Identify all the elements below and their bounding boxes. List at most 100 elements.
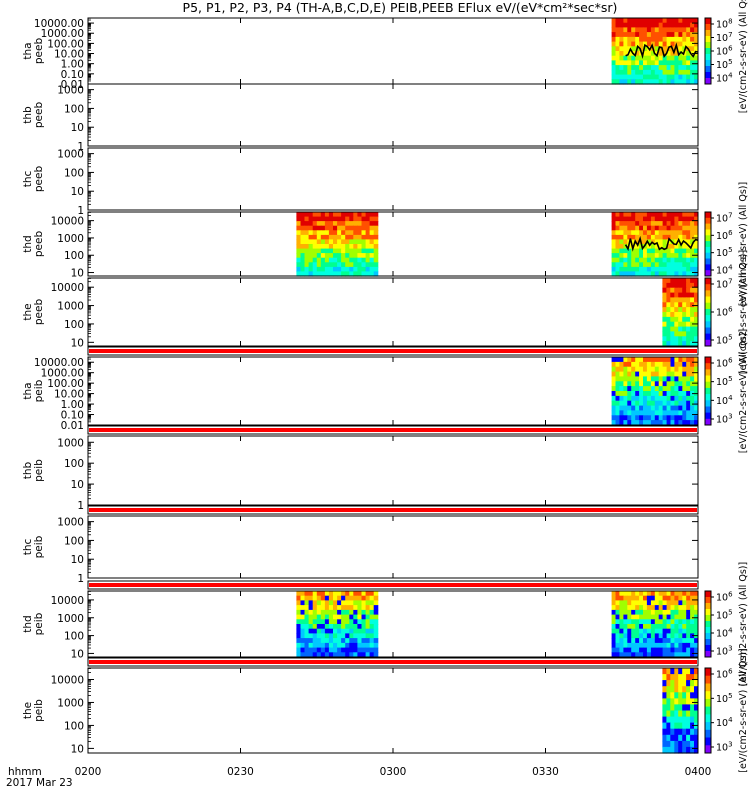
spectrogram-cell xyxy=(611,415,616,421)
spectrogram-cell xyxy=(690,287,695,294)
spectrogram-cell xyxy=(662,400,667,407)
spectrogram-cell xyxy=(690,647,695,653)
spectrogram-cell xyxy=(304,248,310,254)
spectrogram-cell xyxy=(666,74,671,80)
spectrogram-cell xyxy=(694,609,699,616)
spectrogram-cell xyxy=(686,410,691,416)
spectrogram-cell xyxy=(654,633,660,639)
spectrogram-cell xyxy=(658,638,664,644)
ytick-label: 1 xyxy=(77,573,84,585)
spectrogram-cell xyxy=(682,262,687,268)
spectrogram-cell xyxy=(635,221,640,227)
spectrogram-cell xyxy=(662,336,667,342)
spectrogram-cell xyxy=(694,376,699,382)
spectrogram-cell xyxy=(615,386,620,392)
spectrogram-cell xyxy=(678,628,683,634)
spectrogram-cell xyxy=(670,642,675,649)
spectrogram-cell xyxy=(357,652,362,658)
spectrogram-cell xyxy=(623,420,628,426)
spectrogram-cell xyxy=(627,591,632,597)
spectrogram-cell xyxy=(324,628,330,634)
spectrogram-cell xyxy=(682,51,687,57)
spectrogram-cell xyxy=(686,614,691,620)
colorbar-band xyxy=(705,714,711,723)
spectrogram-cell xyxy=(320,591,326,597)
spectrogram-cell xyxy=(357,605,362,611)
spectrogram-cell xyxy=(365,628,371,634)
panel-probe-label: thb xyxy=(22,106,34,124)
spectrogram-cell xyxy=(296,591,301,597)
spectrogram-cell xyxy=(328,262,334,268)
spectrogram-cell xyxy=(635,647,640,653)
spectrogram-cell xyxy=(615,36,620,43)
spectrogram-cell xyxy=(611,225,616,231)
spectrogram-cell xyxy=(678,18,683,24)
spectrogram-cell xyxy=(619,79,624,85)
spectrogram-cell xyxy=(619,647,624,653)
spectrogram-cell xyxy=(662,55,667,61)
spectrogram-cell xyxy=(631,262,636,268)
spectrogram-cell xyxy=(678,302,683,308)
spectrogram-cell xyxy=(682,405,687,412)
spectrogram-cell xyxy=(662,628,667,634)
spectrogram-cell xyxy=(631,638,636,644)
spectrogram-cell xyxy=(678,27,683,33)
spectrogram-cell xyxy=(690,624,695,630)
spectrogram-cell xyxy=(631,633,636,639)
spectrogram-cell xyxy=(611,391,616,397)
spectrogram-cell xyxy=(353,253,358,259)
spectrogram-cell xyxy=(662,391,667,397)
spectrogram-cell xyxy=(674,316,679,323)
spectrogram-cell xyxy=(646,230,652,236)
spectrogram-cell xyxy=(300,253,306,259)
spectrogram-cell xyxy=(333,591,338,597)
spectrogram-cell xyxy=(654,60,660,66)
spectrogram-cell xyxy=(304,614,310,620)
spectrogram-cell xyxy=(639,647,644,653)
spectrogram-cell xyxy=(631,18,636,24)
spectrogram-cell xyxy=(662,271,667,277)
spectrogram-cell xyxy=(635,638,640,644)
spectrogram-cell xyxy=(619,415,624,421)
spectrogram-cell xyxy=(639,36,644,43)
spectrogram-cell xyxy=(635,253,640,259)
spectrogram-cell xyxy=(666,722,671,730)
spectrogram-cell xyxy=(333,652,338,658)
spectrogram-cell xyxy=(694,307,699,313)
spectrogram-cell xyxy=(324,253,330,259)
spectrogram-cell xyxy=(686,41,691,47)
panel-product-label: peeb xyxy=(33,166,45,193)
colorbar-tick-label: 106 xyxy=(716,591,733,604)
spectrogram-cell xyxy=(662,371,667,378)
spectrogram-cell xyxy=(666,633,671,639)
spectrogram-cell xyxy=(658,266,664,273)
spectrogram-cell xyxy=(300,619,306,625)
colorbar-band xyxy=(705,302,711,310)
colorbar-frame xyxy=(704,356,712,426)
spectrogram-cell xyxy=(627,595,632,601)
spectrogram-cell xyxy=(333,633,338,639)
spectrogram-cell xyxy=(643,376,648,382)
spectrogram-cell xyxy=(694,595,699,601)
spectrogram-cell xyxy=(658,51,664,57)
spectrogram-cell xyxy=(639,609,644,616)
spectrogram-cell xyxy=(300,212,306,218)
spectrogram-cell xyxy=(643,371,648,378)
spectrogram-cell xyxy=(369,652,375,658)
spectrogram-cell xyxy=(682,595,687,601)
spectrogram-cell xyxy=(349,239,354,245)
spectrogram-cell xyxy=(320,257,326,263)
spectrogram-cell xyxy=(308,248,314,254)
spectrogram-cell xyxy=(682,710,687,718)
spectrogram-cell xyxy=(643,624,648,630)
spectrogram-cell xyxy=(324,652,330,658)
spectrogram-cell xyxy=(690,55,695,61)
spectrogram-cell xyxy=(349,266,354,273)
spectrogram-cell xyxy=(304,239,310,245)
spectrogram-cell xyxy=(670,271,675,277)
spectrogram-cell xyxy=(643,234,648,241)
colorbar-band xyxy=(705,235,711,242)
spectrogram-cell xyxy=(686,287,691,294)
spectrogram-cell xyxy=(341,216,346,222)
